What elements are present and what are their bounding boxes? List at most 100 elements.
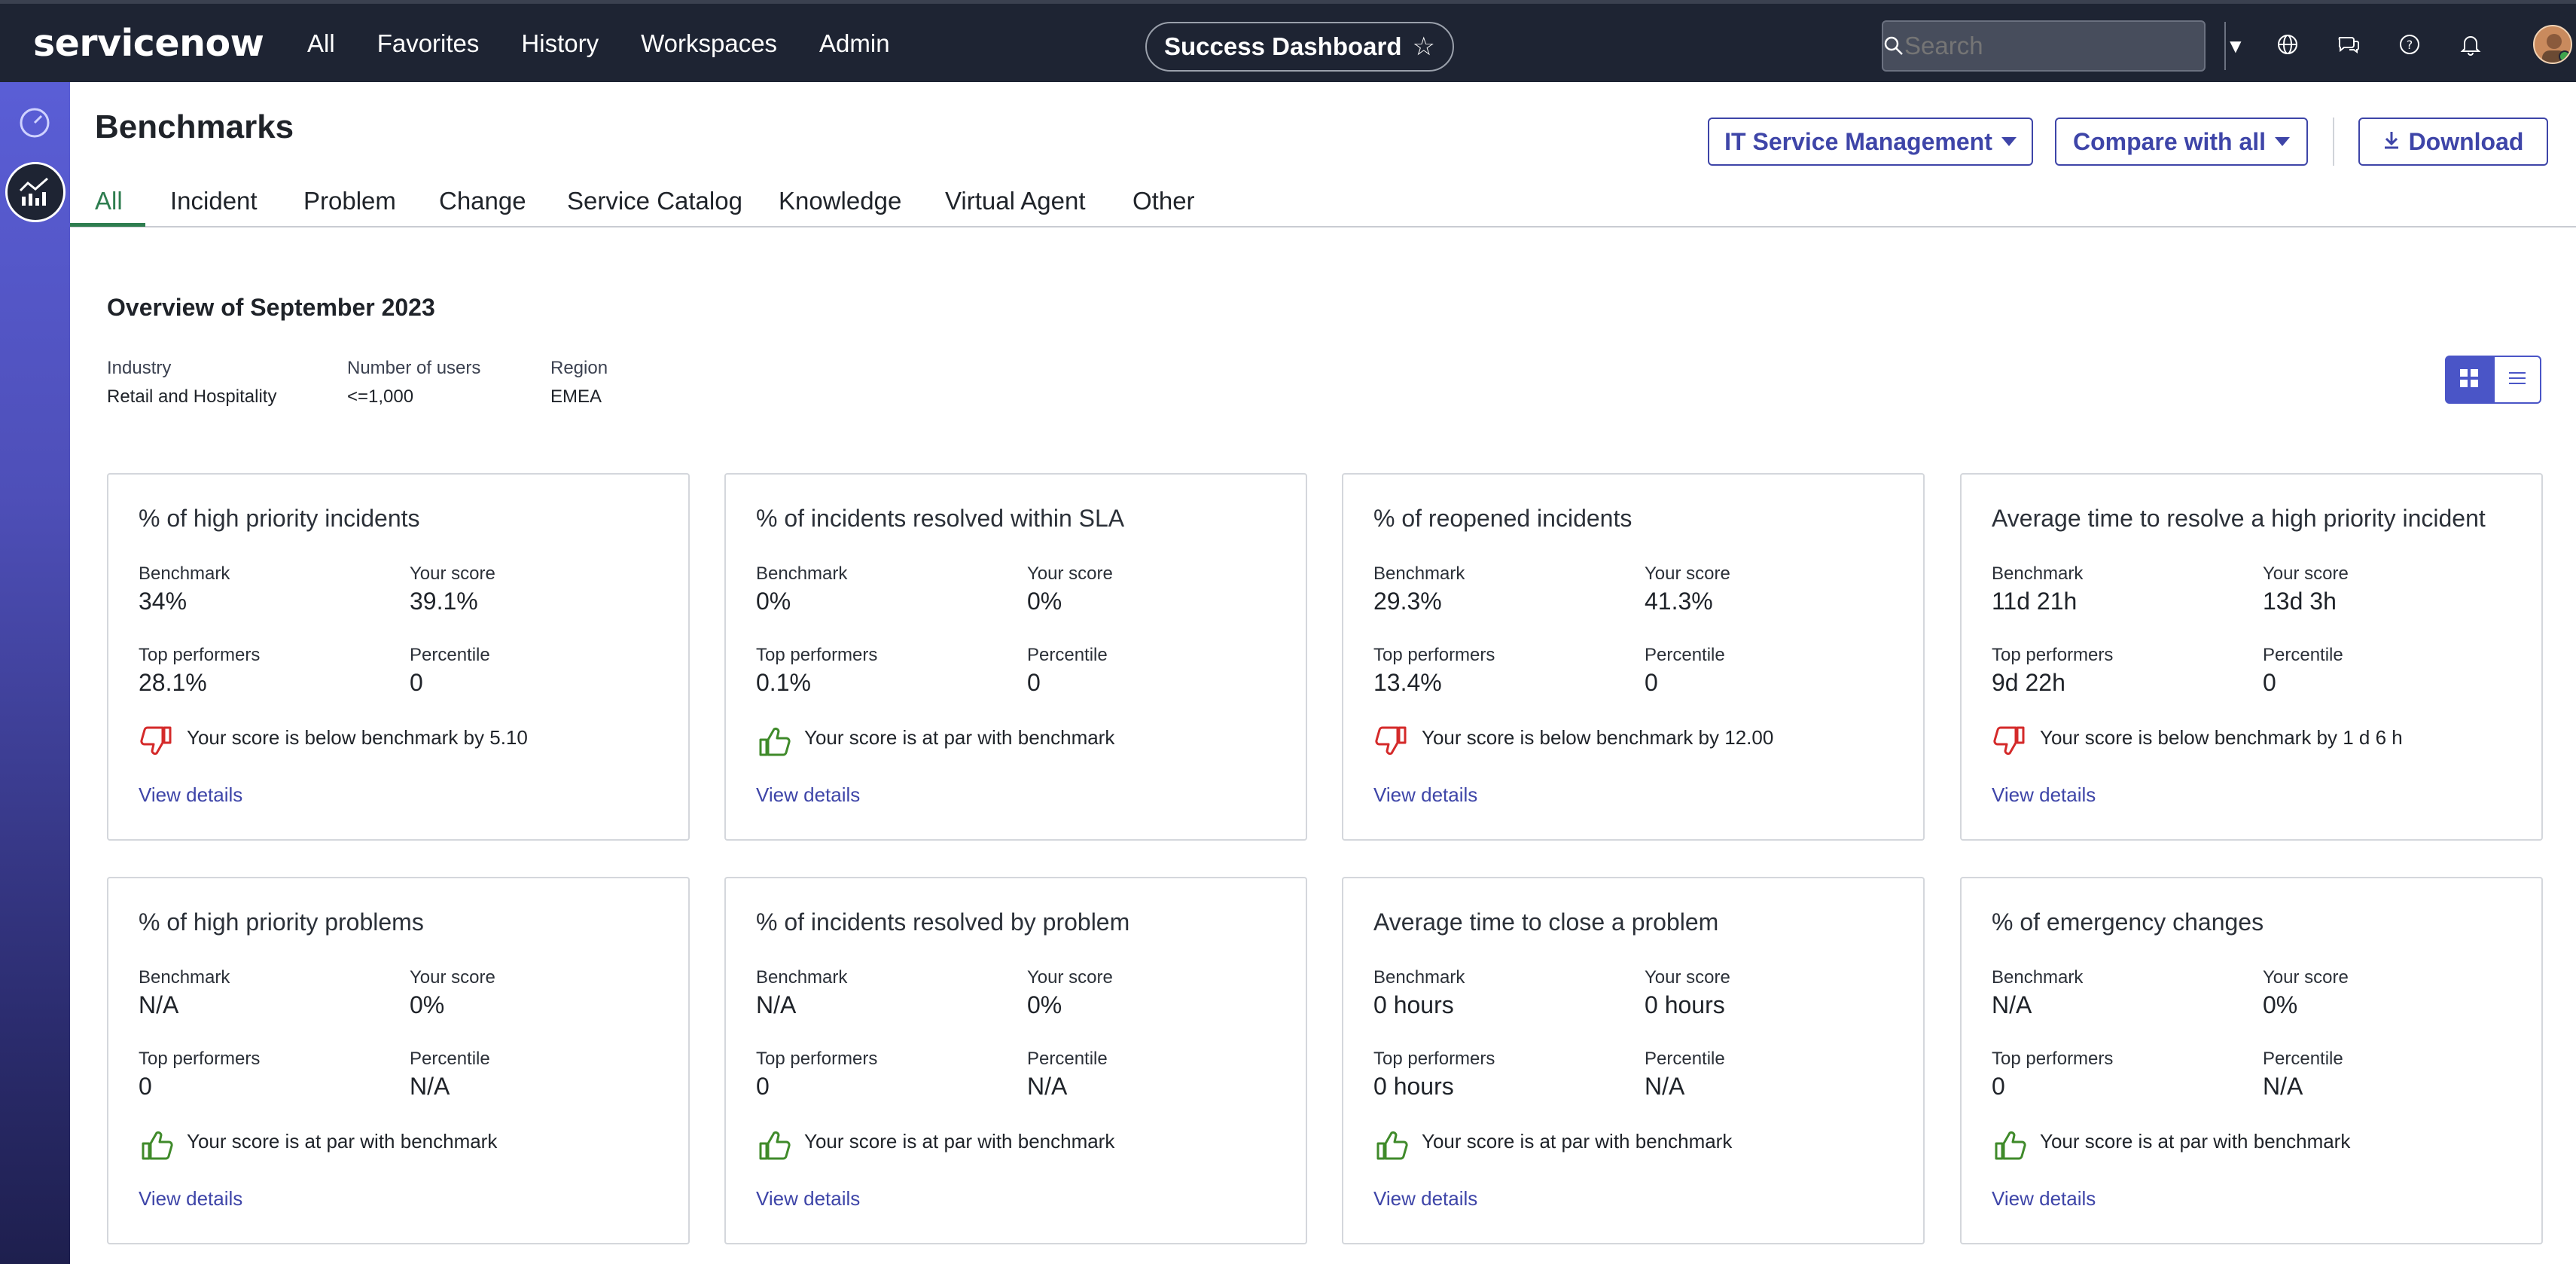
list-icon [2507,370,2527,390]
star-icon[interactable]: ☆ [1412,32,1435,61]
thumbs-down-icon [1992,723,2028,759]
compare-button[interactable]: Compare with all [2055,118,2308,166]
view-details-link[interactable]: View details [1992,1187,2096,1210]
nav-workspaces[interactable]: Workspaces [641,29,778,57]
view-details-link[interactable]: View details [139,1187,243,1210]
nav-history[interactable]: History [521,29,599,57]
your-score-value: 41.3% [1645,588,1713,615]
tab-virtual-agent[interactable]: Virtual Agent [945,187,1086,215]
top-performers-label: Top performers [1373,645,1495,665]
benchmark-label: Benchmark [756,967,848,988]
percentile-value: N/A [1027,1073,1068,1100]
presence-indicator [2559,50,2571,63]
view-details-link[interactable]: View details [139,783,243,806]
tab-service-catalog[interactable]: Service Catalog [567,187,742,215]
percentile-label: Percentile [1645,1049,1725,1069]
nav-all[interactable]: All [307,29,335,57]
top-performers-value: 28.1% [139,669,207,696]
tab-problem[interactable]: Problem [303,187,396,215]
help-icon[interactable]: ? [2395,29,2425,60]
benchmarks-chart-icon[interactable] [5,162,66,222]
chevron-down-icon: ▼ [2226,34,2245,57]
active-tab-indicator [70,223,145,227]
your-score-value: 0% [410,991,445,1018]
benchmark-value: 11d 21h [1992,588,2078,615]
benchmark-value: 34% [139,588,187,615]
download-label: Download [2408,127,2524,155]
top-performers-label: Top performers [139,1049,261,1069]
page-title: Benchmarks [95,108,294,145]
your-score-value: 0% [1027,991,1062,1018]
percentile-label: Percentile [1027,645,1108,665]
view-details-link[interactable]: View details [1373,1187,1478,1210]
benchmark-card: % of incidents resolved by problem Bench… [724,877,1307,1244]
percentile-value: 0 [2263,669,2276,696]
percentile-value: 0 [1027,669,1041,696]
your-score-label: Your score [410,967,495,988]
tab-change[interactable]: Change [439,187,526,215]
view-details-link[interactable]: View details [1373,783,1478,806]
nav-icons: ? [2273,29,2486,60]
list-view-button[interactable] [2493,356,2541,404]
card-title: % of incidents resolved within SLA [756,505,1125,532]
benchmark-card: % of reopened incidents Benchmark 29.3% … [1342,473,1925,841]
percentile-value: N/A [2263,1073,2303,1100]
benchmark-value: 0 hours [1373,991,1454,1018]
score-message: Your score is below benchmark by 5.10 [187,726,528,749]
percentile-value: 0 [1645,669,1658,696]
search-input[interactable] [1904,32,2224,60]
your-score-value: 0% [1027,588,1062,615]
benchmark-value: 29.3% [1373,588,1442,615]
globe-icon[interactable] [2273,29,2303,60]
card-title: % of emergency changes [1992,908,2264,936]
tab-all[interactable]: All [95,187,123,215]
top-performers-label: Top performers [756,1049,878,1069]
search-scope-dropdown[interactable]: ▼ [2224,22,2245,70]
thumbs-up-icon [139,1127,175,1163]
top-performers-label: Top performers [1992,645,2114,665]
top-performers-value: 13.4% [1373,669,1442,696]
top-navigation: servicenow All Favorites History Workspa… [0,0,2576,82]
top-performers-label: Top performers [139,645,261,665]
tab-incident[interactable]: Incident [170,187,258,215]
download-button[interactable]: Download [2358,118,2548,166]
percentile-value: N/A [410,1073,450,1100]
tab-knowledge[interactable]: Knowledge [779,187,902,215]
tab-other[interactable]: Other [1133,187,1195,215]
filter-label: Number of users [347,358,481,378]
percentile-value: N/A [1645,1073,1685,1100]
view-toggle [2445,356,2541,404]
filter-number-of-users: Number of users <=1,000 [347,358,480,408]
your-score-value: 0 hours [1645,991,1725,1018]
download-icon [2383,128,2400,156]
workspace-pill-label: Success Dashboard [1164,32,1402,60]
top-performers-label: Top performers [1992,1049,2114,1069]
nav-admin[interactable]: Admin [819,29,890,57]
chat-icon[interactable] [2334,29,2364,60]
top-performers-value: 0 [139,1073,152,1100]
your-score-value: 13d 3h [2263,588,2337,615]
your-score-label: Your score [1645,967,1730,988]
speedometer-icon[interactable] [15,103,54,142]
score-message: Your score is at par with benchmark [804,726,1115,749]
workspace-pill[interactable]: Success Dashboard ☆ [1145,22,1454,72]
thumbs-down-icon [1373,723,1410,759]
filter-label: Industry [107,358,172,378]
grid-view-button[interactable] [2445,356,2493,404]
nav-favorites[interactable]: Favorites [376,29,480,57]
benchmark-value: N/A [139,991,179,1018]
benchmark-label: Benchmark [1373,967,1465,988]
thumbs-down-icon [139,723,175,759]
view-details-link[interactable]: View details [1992,783,2096,806]
bell-icon[interactable] [2456,29,2486,60]
user-avatar[interactable] [2533,25,2572,64]
servicenow-logo[interactable]: servicenow [33,22,264,65]
view-details-link[interactable]: View details [756,783,861,806]
percentile-label: Percentile [2263,1049,2343,1069]
view-details-link[interactable]: View details [756,1187,861,1210]
card-title: % of incidents resolved by problem [756,908,1130,936]
caret-down-icon [2001,137,2017,146]
card-title: % of high priority problems [139,908,424,936]
product-filter-button[interactable]: IT Service Management [1708,118,2033,166]
benchmark-label: Benchmark [1992,563,2084,584]
